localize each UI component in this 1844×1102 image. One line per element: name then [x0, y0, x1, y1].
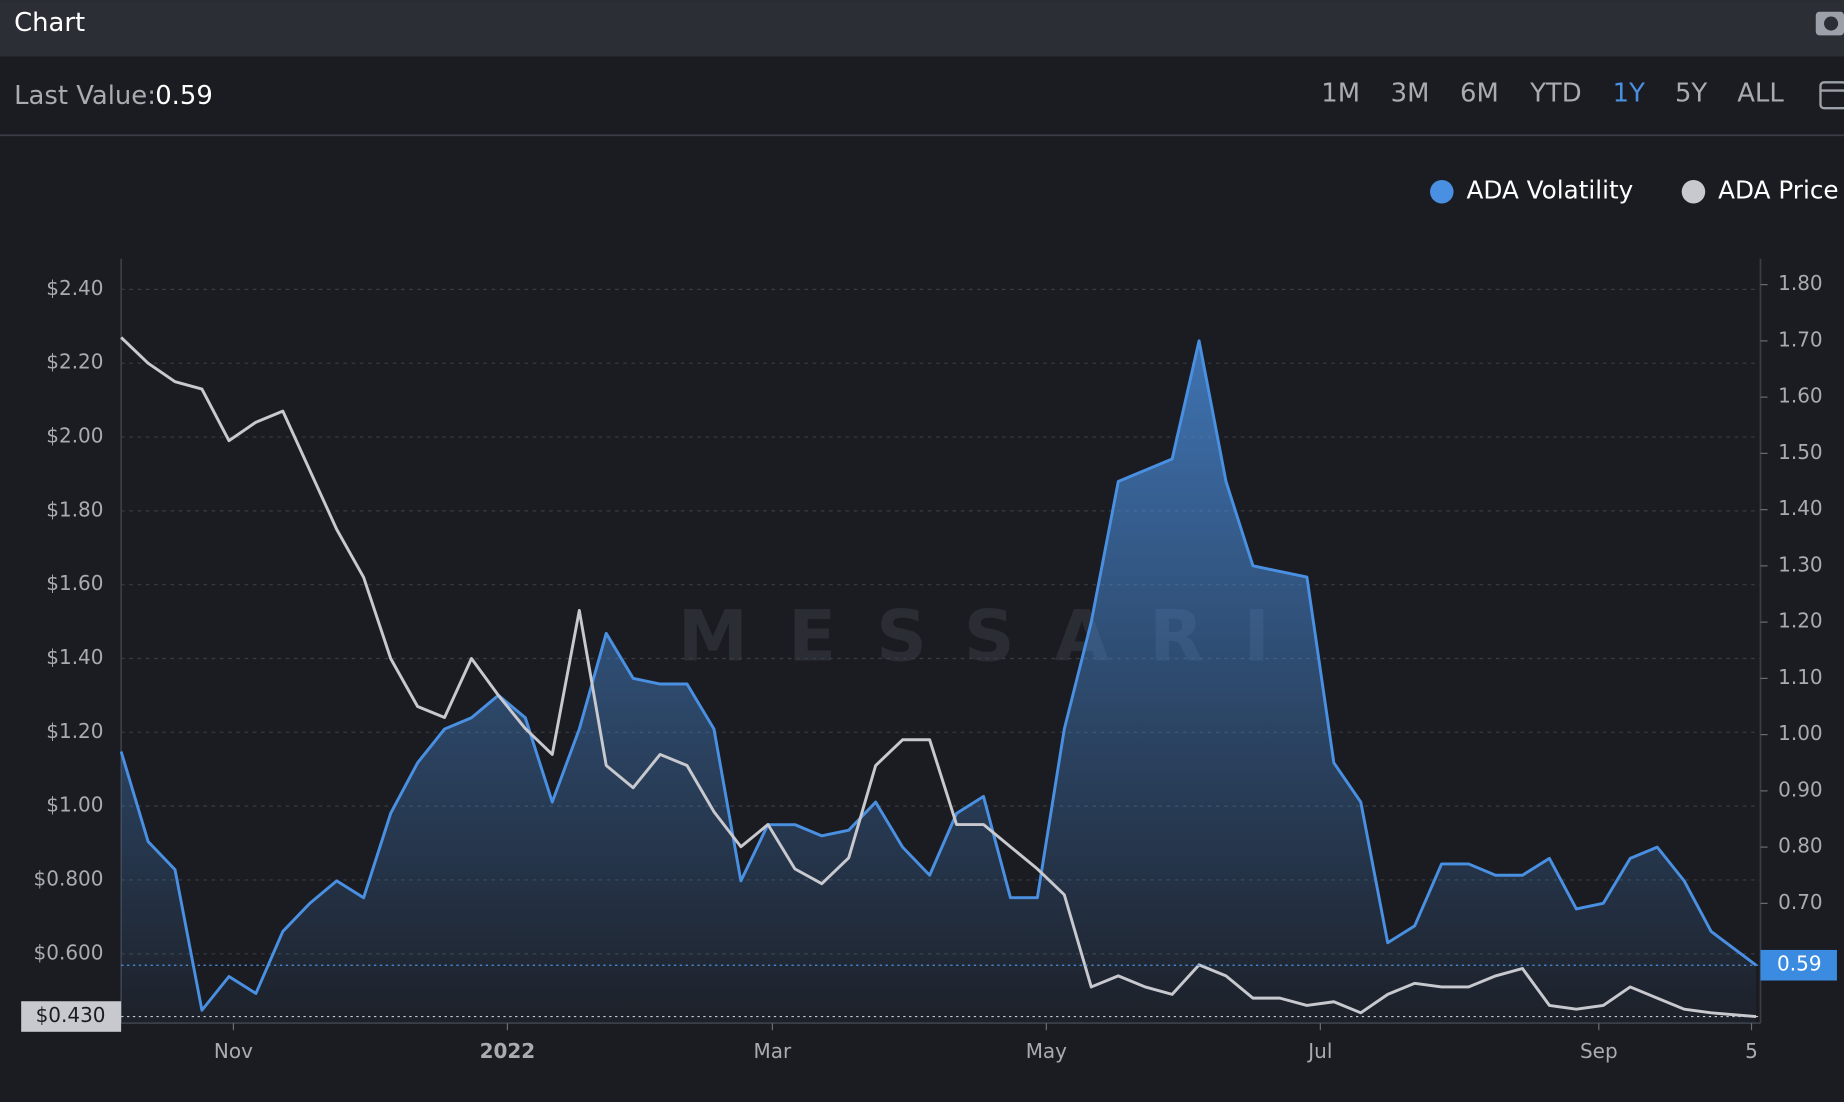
camera-icon[interactable]	[1815, 11, 1844, 36]
x-tick-label: 5	[1745, 1039, 1758, 1063]
legend: ADA Volatility ADA Price	[1430, 176, 1839, 205]
y2-tick-label: 1.50	[1778, 440, 1823, 464]
y2-tick-label: 0.80	[1778, 834, 1823, 858]
y2-tick-label: 0.90	[1778, 777, 1823, 801]
title-bar	[0, 0, 1844, 57]
y-tick-label: $2.40	[46, 276, 103, 300]
y2-tick-label: 1.60	[1778, 384, 1823, 408]
last-value-badge-text: $0.430	[36, 1003, 106, 1027]
x-tick-label: Jul	[1306, 1039, 1332, 1063]
range-button[interactable]: 1M	[1321, 79, 1360, 109]
calendar-icon[interactable]	[1819, 81, 1844, 110]
panel-title: Chart	[14, 8, 85, 38]
range-button[interactable]: 3M	[1391, 79, 1430, 109]
range-button[interactable]: 1Y	[1613, 79, 1645, 109]
plot: $0.600 $0.800 $1.00 $1.20 $1.40 $1.60 $1.80 $2.…	[21, 258, 1837, 1063]
y2-tick-label: 1.20	[1778, 609, 1823, 633]
y-tick-label: $1.80	[46, 497, 103, 521]
y-tick-label: $0.800	[34, 866, 104, 890]
line	[120, 336, 1757, 1019]
y2-tick-label: 0.70	[1778, 890, 1823, 914]
last-value-label: Last Value:	[14, 81, 156, 111]
range-button[interactable]: YTD	[1529, 79, 1582, 109]
last-value: 0.59	[155, 81, 213, 111]
y2-tick-label: 1.00	[1778, 721, 1823, 745]
y-tick-label: $1.60	[46, 571, 103, 595]
legend-label: ADA Volatility	[1466, 176, 1633, 205]
y2-tick-label: 1.80	[1778, 271, 1823, 295]
x-tick-label: May	[1026, 1039, 1067, 1063]
x-tick-label: Nov	[214, 1039, 253, 1063]
last-value-badge-text: 0.59	[1777, 952, 1822, 976]
x-tick-label: Mar	[754, 1039, 792, 1063]
y2-tick-label: 1.40	[1778, 496, 1823, 520]
last-value-badge	[21, 1001, 122, 1032]
range-button[interactable]: ALL	[1737, 79, 1784, 109]
y-tick-label: $0.600	[34, 940, 104, 964]
area	[121, 340, 1757, 1024]
legend-label: ADA Price	[1718, 176, 1838, 205]
range-buttons: 1M 3M 6M YTD 1Y 5Y ALL	[1321, 79, 1784, 109]
line	[119, 339, 1757, 1012]
legend-swatch	[1430, 179, 1454, 204]
range-button[interactable]: 5Y	[1675, 79, 1707, 109]
y2-tick-label: 1.70	[1778, 327, 1823, 351]
x-tick-label: 2022	[480, 1039, 536, 1063]
x-tick-label: Sep	[1580, 1039, 1618, 1063]
y-tick-label: $2.00	[46, 424, 103, 448]
last-value-badge	[1760, 949, 1837, 981]
y-tick-label: $2.20	[46, 350, 103, 374]
range-button[interactable]: 6M	[1460, 79, 1499, 109]
y-tick-label: $1.00	[46, 793, 103, 817]
y2-tick-label: 1.30	[1778, 552, 1823, 576]
legend-swatch	[1681, 179, 1706, 204]
y2-tick-label: 1.10	[1778, 665, 1823, 689]
y-tick-label: $1.20	[46, 719, 103, 743]
y-tick-label: $1.40	[46, 645, 103, 669]
